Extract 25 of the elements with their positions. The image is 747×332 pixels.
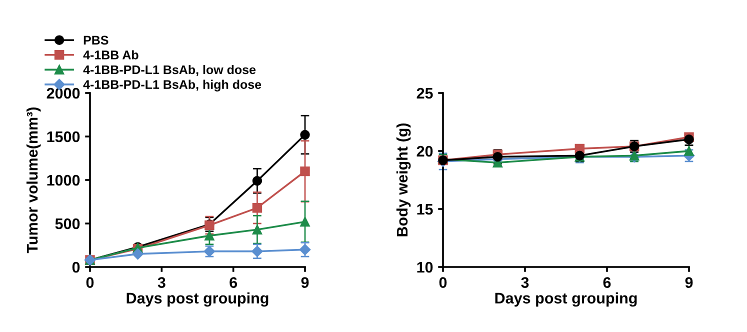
x-tick-label: 6 bbox=[603, 277, 611, 288]
x-tick-label: 9 bbox=[301, 277, 309, 288]
legend-label: 4-1BB Ab bbox=[83, 50, 138, 60]
x-tick-label: 9 bbox=[685, 277, 693, 288]
x-tick-label: 3 bbox=[521, 277, 529, 288]
y-axis-title: Body weight (g) bbox=[396, 123, 411, 236]
y-tick-label: 1500 bbox=[47, 131, 80, 142]
legend-label: PBS bbox=[84, 36, 108, 45]
y-tick-label: 15 bbox=[417, 204, 433, 215]
y-tick-label: 2000 bbox=[46, 88, 80, 99]
x-tick-label: 0 bbox=[439, 277, 447, 288]
x-tick-label: 6 bbox=[230, 277, 238, 288]
x-tick-label: 0 bbox=[86, 277, 94, 288]
y-tick-label: 10 bbox=[417, 262, 433, 273]
y-axis-title: Tumor volume(mm³) bbox=[26, 107, 41, 254]
x-tick-label: 3 bbox=[158, 277, 166, 288]
y-tick-label: 20 bbox=[416, 146, 433, 157]
legend-label: 4-1BB-PD-L1 BsAb, low dose bbox=[83, 64, 256, 76]
legend-label: 4-1BB-PD-L1 BsAb, high dose bbox=[83, 80, 262, 92]
y-tick-label: 500 bbox=[55, 218, 80, 230]
y-tick-label: 25 bbox=[416, 88, 433, 99]
x-axis-title: Days post grouping bbox=[126, 292, 268, 307]
y-tick-label: 1000 bbox=[47, 174, 80, 186]
y-tick-label: 0 bbox=[72, 262, 80, 273]
x-axis-title: Days post grouping bbox=[495, 292, 637, 307]
